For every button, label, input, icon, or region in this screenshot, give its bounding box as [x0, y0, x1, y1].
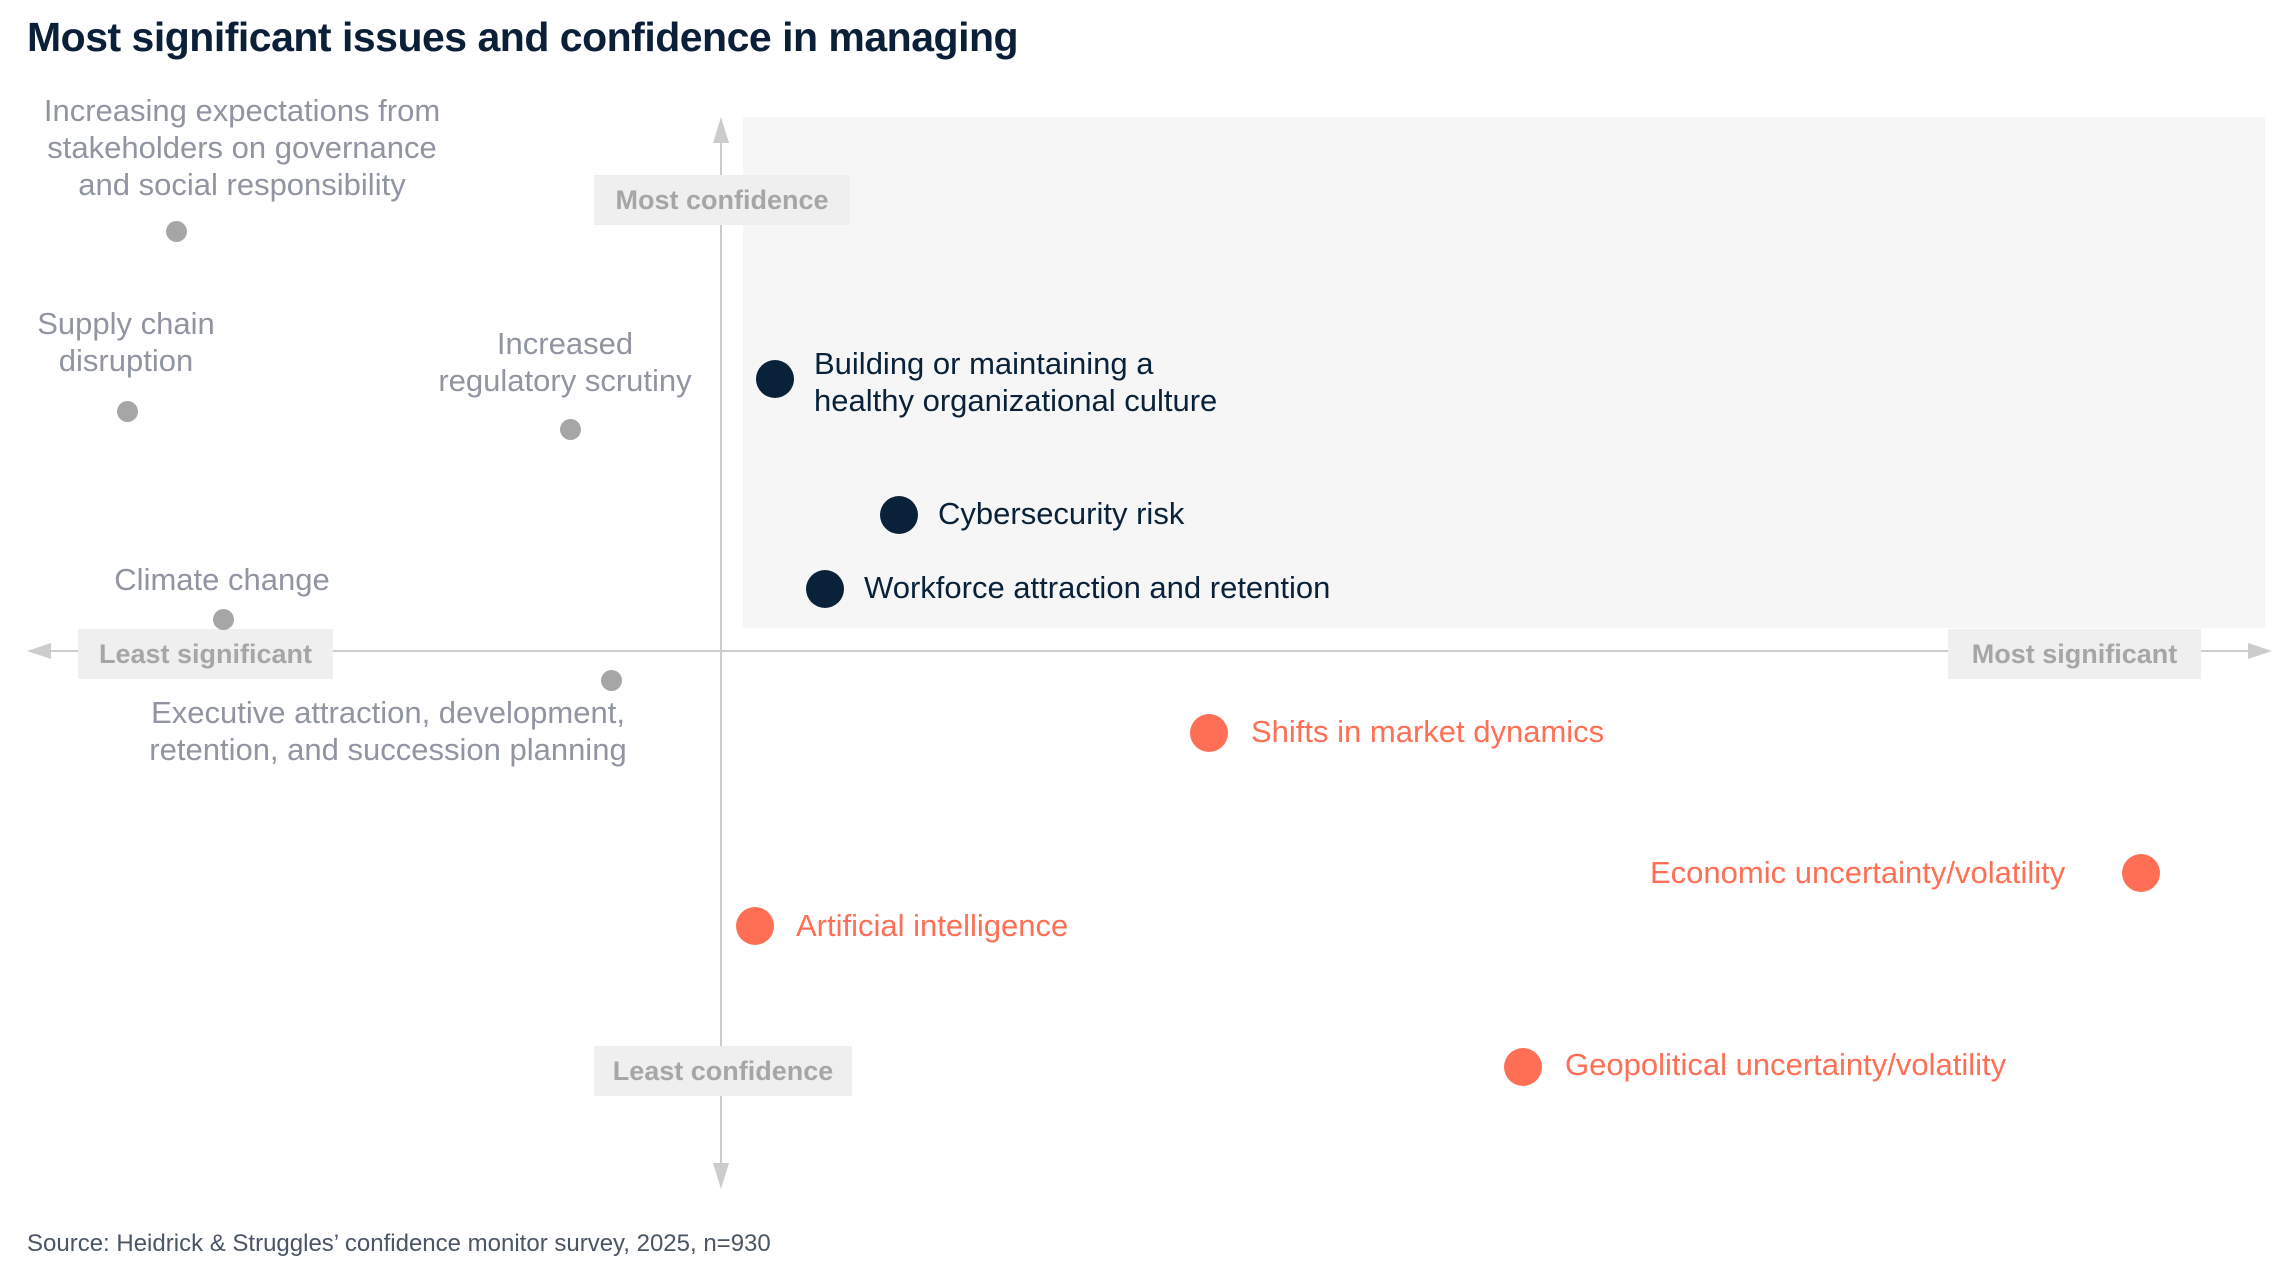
y-axis-line — [720, 130, 722, 1175]
data-point-regulatory[interactable] — [560, 419, 581, 440]
y-axis-min-label: Least confidence — [594, 1046, 852, 1096]
arrow-up-icon — [713, 117, 729, 143]
y-axis-max-label: Most confidence — [594, 175, 850, 225]
point-label-cybersecurity: Cybersecurity risk — [938, 496, 1185, 531]
point-label-workforce: Workforce attraction and retention — [864, 570, 1331, 605]
chart-title: Most significant issues and confidence i… — [27, 14, 1019, 60]
source-note: Source: Heidrick & Struggles’ confidence… — [27, 1230, 771, 1257]
point-label-culture: Building or maintaining a healthy organi… — [814, 346, 1218, 418]
data-point-market[interactable] — [1190, 714, 1228, 752]
high-confidence-quadrant-shade — [743, 117, 2265, 628]
arrow-left-icon — [27, 643, 51, 659]
x-axis-min-label: Least significant — [78, 629, 333, 679]
x-axis-max-label: Most significant — [1948, 629, 2201, 679]
data-point-workforce[interactable] — [806, 570, 844, 608]
data-point-supply-chain[interactable] — [117, 401, 138, 422]
data-point-cybersecurity[interactable] — [880, 496, 918, 534]
point-label-stakeholders: Increasing expectations from stakeholder… — [43, 93, 441, 202]
x-axis-line — [40, 650, 2255, 652]
point-label-economic: Economic uncertainty/volatility — [1650, 855, 2066, 890]
point-label-ai: Artificial intelligence — [796, 908, 1069, 943]
data-point-culture[interactable] — [756, 360, 794, 398]
point-label-market: Shifts in market dynamics — [1251, 714, 1605, 749]
point-label-executive: Executive attraction, development, reten… — [149, 695, 627, 767]
data-point-stakeholders[interactable] — [166, 221, 187, 242]
point-label-climate: Climate change — [114, 562, 330, 597]
arrow-right-icon — [2248, 643, 2272, 659]
point-label-geopolitical: Geopolitical uncertainty/volatility — [1565, 1047, 2007, 1082]
point-label-regulatory: Increased regulatory scrutiny — [438, 326, 692, 398]
data-point-economic[interactable] — [2122, 854, 2160, 892]
data-point-geopolitical[interactable] — [1504, 1048, 1542, 1086]
arrow-down-icon — [713, 1163, 729, 1189]
data-point-ai[interactable] — [736, 907, 774, 945]
data-point-climate[interactable] — [213, 609, 234, 630]
data-point-executive[interactable] — [601, 670, 622, 691]
point-label-supply-chain: Supply chain disruption — [37, 306, 215, 378]
